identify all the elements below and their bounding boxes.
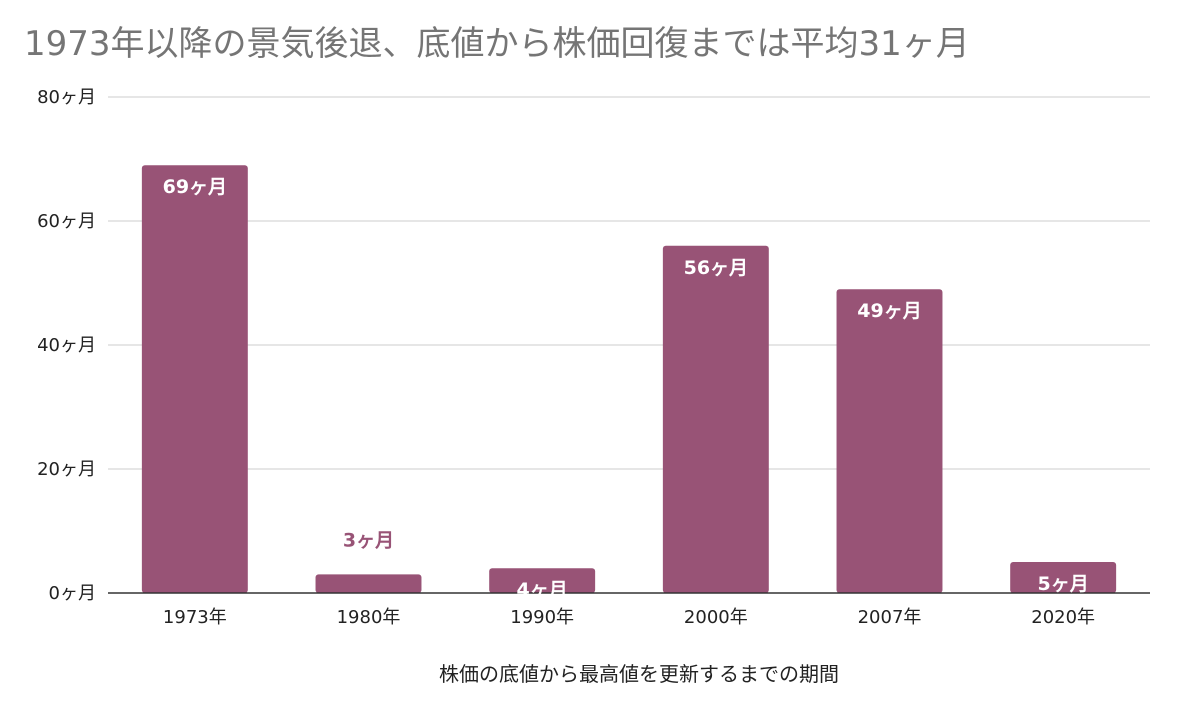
- bar: [836, 289, 943, 593]
- data-label: 56ヶ月: [684, 257, 748, 279]
- bar: [662, 245, 769, 594]
- y-tick-label: 60ヶ月: [37, 211, 96, 232]
- y-tick-label: 20ヶ月: [37, 459, 96, 480]
- y-tick-label: 0ヶ月: [49, 583, 96, 604]
- data-label: 4ヶ月: [517, 579, 568, 601]
- data-label: 49ヶ月: [857, 300, 921, 322]
- bar: [315, 574, 422, 593]
- gridlines: [108, 96, 1150, 470]
- x-tick-label: 1990年: [510, 607, 574, 628]
- y-tick-label: 80ヶ月: [37, 87, 96, 108]
- data-label: 69ヶ月: [163, 176, 227, 198]
- x-tick-label: 1973年: [163, 607, 227, 628]
- bar: [141, 165, 248, 593]
- data-label: 5ヶ月: [1038, 573, 1089, 595]
- y-tick-label: 40ヶ月: [37, 335, 96, 356]
- x-tick-label: 2007年: [858, 607, 922, 628]
- x-tick-label: 2000年: [684, 607, 748, 628]
- x-axis-title: 株価の底値から最高値を更新するまでの期間: [439, 662, 839, 686]
- bar: [489, 568, 596, 593]
- labels: 0ヶ月 20ヶ月 40ヶ月 60ヶ月 80ヶ月 69ヶ月 1973年 3ヶ月 1980年 4ヶ月 1…: [37, 87, 1095, 628]
- chart-title: 1973年以降の景気後退、底値から株価回復までは平均31ヶ月: [24, 24, 970, 64]
- data-label: 3ヶ月: [343, 529, 394, 551]
- x-tick-label: 2020年: [1031, 607, 1095, 628]
- x-tick-label: 1980年: [337, 607, 401, 628]
- bar: [1010, 562, 1117, 593]
- bars: [141, 165, 1117, 594]
